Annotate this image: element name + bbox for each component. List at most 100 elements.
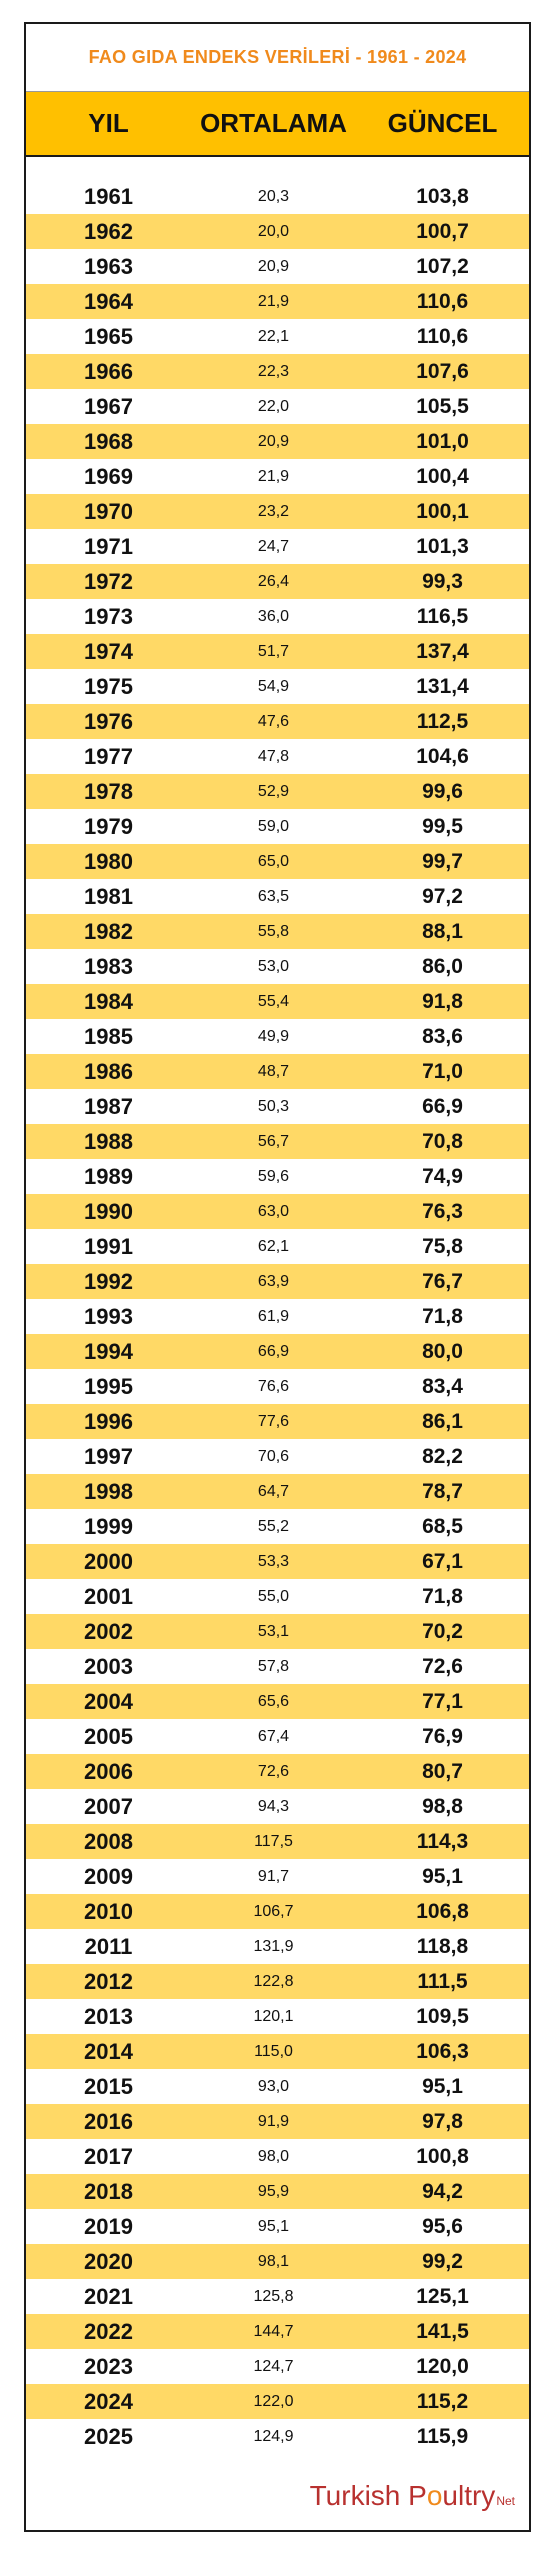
row-average: 20,0 [257, 222, 290, 240]
row-year: 2016 [84, 2108, 133, 2134]
row-current: 68,5 [422, 1514, 463, 1538]
row-average: 64,7 [257, 1482, 290, 1500]
row-average: 55,2 [257, 1517, 290, 1535]
table-row: 1996 77,6 86,1 [26, 1404, 529, 1439]
header-average: ORTALAMA [200, 108, 347, 138]
row-year: 1968 [84, 428, 133, 454]
row-average: 91,7 [257, 1867, 290, 1885]
row-average: 63,5 [257, 887, 290, 905]
row-current: 100,4 [416, 464, 469, 488]
row-current: 110,6 [416, 324, 469, 348]
row-year: 2007 [84, 1793, 133, 1819]
row-year: 2018 [84, 2178, 133, 2204]
table-row: 1963 20,9 107,2 [26, 249, 529, 284]
row-year: 2011 [84, 1933, 133, 1959]
data-table-frame: FAO GIDA ENDEKS VERİLERİ - 1961 - 2024 Y… [24, 22, 531, 2532]
row-average: 77,6 [257, 1412, 290, 1430]
row-year: 1997 [84, 1443, 133, 1469]
table-row: 2014 115,0 106,3 [26, 2034, 529, 2069]
row-average: 72,6 [257, 1762, 290, 1780]
row-year: 1962 [84, 218, 133, 244]
row-year: 2021 [84, 2283, 133, 2309]
row-current: 100,1 [416, 499, 469, 523]
row-current: 99,2 [422, 2249, 463, 2273]
row-current: 88,1 [422, 919, 463, 943]
row-current: 99,5 [422, 814, 463, 838]
row-average: 94,3 [257, 1797, 290, 1815]
row-average: 122,8 [253, 1972, 294, 1990]
row-current: 76,9 [422, 1724, 463, 1748]
row-current: 101,0 [416, 429, 469, 453]
row-current: 71,0 [422, 1059, 463, 1083]
row-current: 115,9 [416, 2424, 469, 2448]
row-average: 51,7 [257, 642, 290, 660]
row-year: 1965 [84, 323, 133, 349]
row-average: 47,8 [257, 747, 290, 765]
row-year: 1976 [84, 708, 133, 734]
table-row: 1982 55,8 88,1 [26, 914, 529, 949]
row-year: 2025 [84, 2423, 133, 2449]
row-average: 20,9 [257, 257, 290, 275]
row-year: 1967 [84, 393, 133, 419]
row-current: 107,6 [416, 359, 469, 383]
row-average: 93,0 [257, 2077, 290, 2095]
row-average: 55,0 [257, 1587, 290, 1605]
row-year: 1969 [84, 463, 133, 489]
row-average: 21,9 [257, 467, 290, 485]
row-year: 2008 [84, 1828, 133, 1854]
row-year: 1972 [84, 568, 133, 594]
table-row: 1962 20,0 100,7 [26, 214, 529, 249]
row-year: 1983 [84, 953, 133, 979]
row-current: 97,2 [422, 884, 463, 908]
row-year: 1984 [84, 988, 133, 1014]
row-current: 95,6 [422, 2214, 463, 2238]
row-current: 98,8 [422, 1794, 463, 1818]
table-row: 2012 122,8 111,5 [26, 1964, 529, 1999]
row-average: 98,1 [257, 2252, 290, 2270]
row-average: 124,7 [253, 2357, 294, 2375]
row-year: 1991 [84, 1233, 133, 1259]
row-year: 2001 [84, 1583, 133, 1609]
table-body: 1961 20,3 103,8 1962 20,0 100,7 1963 20,9 107,2 1… [26, 179, 529, 2454]
table-row: 1968 20,9 101,0 [26, 424, 529, 459]
row-year: 2015 [84, 2073, 133, 2099]
row-average: 54,9 [257, 677, 290, 695]
row-average: 22,0 [257, 397, 290, 415]
table-row: 1998 64,7 78,7 [26, 1474, 529, 1509]
table-row: 2025 124,9 115,9 [26, 2419, 529, 2454]
row-average: 106,7 [253, 1902, 294, 1920]
row-year: 1987 [84, 1093, 133, 1119]
table-row: 2023 124,7 120,0 [26, 2349, 529, 2384]
table-row: 1976 47,6 112,5 [26, 704, 529, 739]
row-average: 55,4 [257, 992, 290, 1010]
row-average: 47,6 [257, 712, 290, 730]
table-row: 1964 21,9 110,6 [26, 284, 529, 319]
row-year: 1964 [84, 288, 133, 314]
table-row: 1978 52,9 99,6 [26, 774, 529, 809]
row-year: 2013 [84, 2003, 133, 2029]
table-row: 2001 55,0 71,8 [26, 1579, 529, 1614]
row-current: 131,4 [416, 674, 469, 698]
table-row: 1987 50,3 66,9 [26, 1089, 529, 1124]
logo-text-part2: ultry [442, 2480, 496, 2511]
table-row: 1983 53,0 86,0 [26, 949, 529, 984]
row-current: 86,1 [422, 1409, 463, 1433]
row-current: 80,7 [422, 1759, 463, 1783]
row-average: 24,7 [257, 537, 290, 555]
row-average: 55,8 [257, 922, 290, 940]
row-average: 65,6 [257, 1692, 290, 1710]
row-current: 110,6 [416, 289, 469, 313]
row-year: 1977 [84, 743, 133, 769]
logo-drop: o [426, 2480, 443, 2511]
row-current: 94,2 [422, 2179, 463, 2203]
table-row: 2021 125,8 125,1 [26, 2279, 529, 2314]
table-row: 1975 54,9 131,4 [26, 669, 529, 704]
row-year: 1974 [84, 638, 133, 664]
row-average: 67,4 [257, 1727, 290, 1745]
row-year: 1981 [84, 883, 133, 909]
table-row: 2010 106,7 106,8 [26, 1894, 529, 1929]
row-current: 71,8 [422, 1584, 463, 1608]
table-row: 2019 95,1 95,6 [26, 2209, 529, 2244]
row-year: 1998 [84, 1478, 133, 1504]
table-row: 1988 56,7 70,8 [26, 1124, 529, 1159]
